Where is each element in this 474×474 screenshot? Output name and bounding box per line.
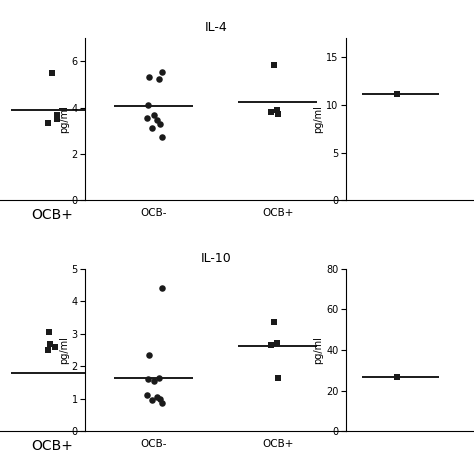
Title: IL-4: IL-4 bbox=[204, 21, 227, 34]
Point bbox=[46, 340, 54, 347]
Point bbox=[44, 346, 52, 354]
Point bbox=[270, 62, 278, 69]
Point bbox=[267, 109, 275, 116]
Point bbox=[155, 75, 163, 82]
Point bbox=[144, 375, 151, 383]
Point bbox=[158, 68, 165, 75]
Point bbox=[150, 377, 158, 385]
Y-axis label: pg/ml: pg/ml bbox=[313, 105, 323, 133]
Point bbox=[150, 111, 158, 118]
Point bbox=[145, 73, 152, 81]
Point bbox=[148, 397, 156, 404]
Point bbox=[274, 110, 282, 118]
Point bbox=[394, 374, 401, 381]
Point bbox=[144, 101, 151, 109]
Point bbox=[45, 119, 52, 127]
Point bbox=[156, 120, 164, 128]
Point bbox=[158, 284, 165, 292]
Point bbox=[148, 125, 156, 132]
Point bbox=[145, 351, 152, 359]
Point bbox=[144, 391, 151, 399]
Point bbox=[274, 374, 282, 382]
Point bbox=[51, 343, 59, 351]
Point bbox=[267, 341, 275, 349]
Point bbox=[53, 111, 60, 118]
Point bbox=[153, 117, 161, 124]
Point bbox=[144, 114, 151, 122]
Point bbox=[53, 115, 60, 123]
Y-axis label: pg/ml: pg/ml bbox=[59, 336, 69, 364]
Point bbox=[156, 395, 164, 402]
Point bbox=[48, 69, 56, 76]
Point bbox=[394, 91, 401, 98]
Point bbox=[273, 106, 281, 114]
Point bbox=[155, 374, 163, 382]
Y-axis label: pg/ml: pg/ml bbox=[313, 336, 323, 364]
Y-axis label: pg/ml: pg/ml bbox=[59, 105, 69, 133]
Point bbox=[270, 319, 278, 326]
Point bbox=[158, 133, 165, 140]
Point bbox=[153, 393, 161, 401]
Title: IL-10: IL-10 bbox=[201, 252, 231, 265]
Point bbox=[46, 328, 53, 336]
Point bbox=[273, 339, 281, 346]
Point bbox=[158, 399, 165, 407]
